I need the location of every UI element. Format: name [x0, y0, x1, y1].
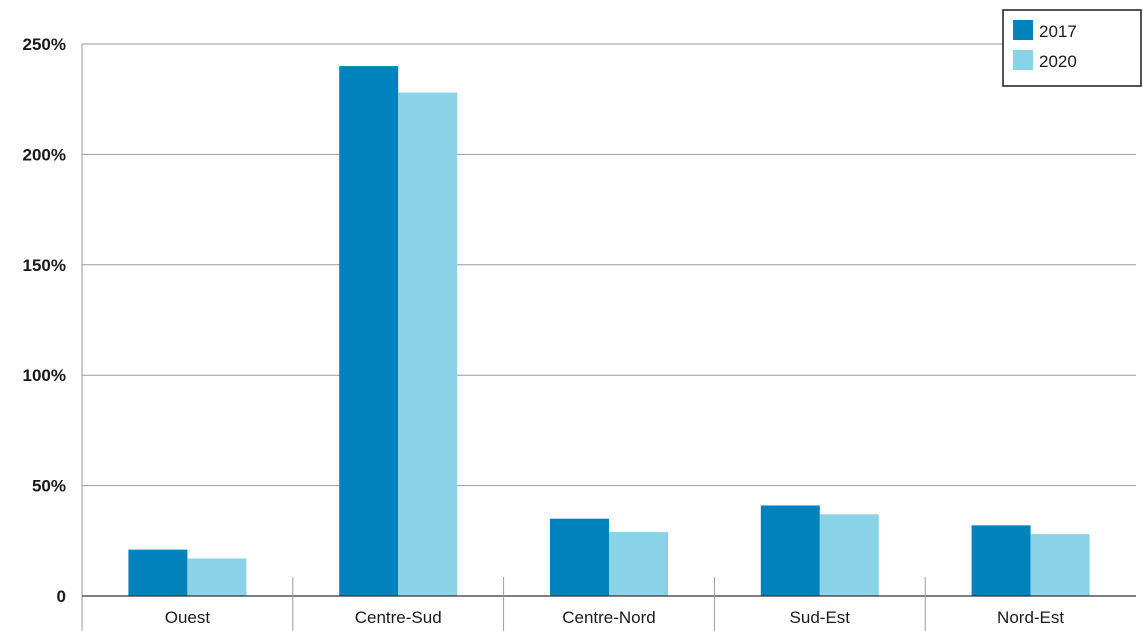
- legend-label-2020: 2020: [1039, 52, 1077, 71]
- bars: [128, 66, 1090, 597]
- legend-label-2017: 2017: [1039, 22, 1077, 41]
- bar-2017-ouest: [128, 549, 188, 596]
- bar-2017-nord-est: [971, 525, 1031, 596]
- bar-2017-centre-sud: [339, 66, 399, 596]
- legend-swatch-2020: [1013, 50, 1033, 70]
- y-tick-label: 200%: [23, 145, 66, 164]
- legend-swatch-2017: [1013, 20, 1033, 40]
- x-axis-category-separators: [292, 577, 926, 631]
- y-tick-label: 250%: [23, 35, 66, 54]
- x-category-label: Centre-Sud: [355, 608, 442, 627]
- bar-2017-centre-nord: [550, 518, 609, 596]
- x-category-label: Centre-Nord: [562, 608, 656, 627]
- bar-2020-ouest: [187, 558, 247, 596]
- y-tick-label: 100%: [23, 366, 66, 385]
- x-category-label: Sud-Est: [790, 608, 851, 627]
- bar-2020-centre-nord: [609, 531, 668, 596]
- y-axis-tick-labels: 0 50% 100% 150% 200% 250%: [23, 35, 66, 606]
- bar-2020-centre-sud: [398, 92, 458, 597]
- bar-2017-sud-est: [760, 505, 820, 596]
- bar-2020-nord-est: [1030, 534, 1090, 596]
- y-tick-label: 150%: [23, 256, 66, 275]
- bar-2020-sud-est: [819, 514, 879, 596]
- y-tick-label: 0: [57, 587, 66, 606]
- legend-items: 2017 2020: [1013, 20, 1077, 71]
- x-axis-category-labels: Ouest Centre-Sud Centre-Nord Sud-Est Nord-Es…: [165, 608, 1065, 627]
- legend: 2017 2020: [1002, 9, 1142, 87]
- x-category-label: Ouest: [165, 608, 211, 627]
- y-tick-label: 50%: [32, 477, 66, 496]
- x-category-label: Nord-Est: [997, 608, 1064, 627]
- gridlines: [82, 43, 1136, 487]
